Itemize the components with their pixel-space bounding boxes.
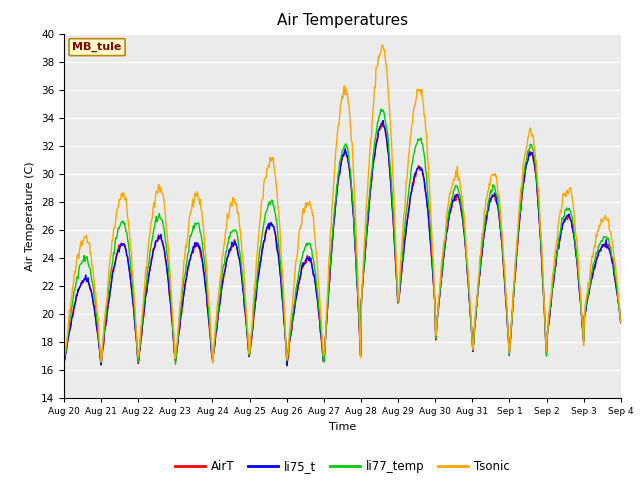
Line: li77_temp: li77_temp — [64, 109, 621, 364]
li77_temp — [412, 144, 419, 150]
li75_t — [60, 360, 68, 366]
Text: MB_tule: MB_tule — [72, 42, 122, 52]
li77_temp — [70, 288, 78, 294]
li75_t — [127, 284, 135, 290]
Tsonic — [60, 356, 68, 362]
li77_temp — [185, 250, 193, 255]
li75_t — [214, 322, 221, 327]
li77_temp — [127, 270, 135, 276]
li75_t — [380, 118, 387, 123]
Line: Tsonic: Tsonic — [64, 45, 621, 362]
Tsonic — [617, 319, 625, 324]
li77_temp — [60, 360, 68, 365]
AirT — [70, 305, 78, 311]
li75_t — [412, 171, 419, 177]
li75_t — [70, 303, 78, 309]
AirT — [380, 120, 387, 126]
AirT — [428, 256, 436, 262]
AirT — [184, 267, 192, 273]
Legend: AirT, li75_t, li77_temp, Tsonic: AirT, li75_t, li77_temp, Tsonic — [170, 456, 515, 478]
li77_temp — [428, 246, 436, 252]
li77_temp — [214, 308, 222, 313]
li75_t — [184, 264, 192, 269]
li77_temp — [172, 361, 179, 367]
AirT — [214, 319, 221, 324]
li75_t — [428, 258, 436, 264]
li75_t — [617, 320, 625, 325]
AirT — [617, 320, 625, 326]
Tsonic — [127, 248, 135, 254]
AirT — [412, 174, 419, 180]
Title: Air Temperatures: Air Temperatures — [277, 13, 408, 28]
li77_temp — [617, 318, 625, 324]
li77_temp — [377, 106, 385, 112]
X-axis label: Time: Time — [329, 422, 356, 432]
Tsonic — [428, 230, 436, 236]
AirT — [283, 362, 291, 368]
Tsonic — [378, 42, 386, 48]
Line: AirT: AirT — [64, 123, 621, 365]
AirT — [127, 285, 135, 291]
li75_t — [283, 363, 291, 369]
Line: li75_t: li75_t — [64, 120, 621, 366]
Tsonic — [70, 274, 78, 279]
Tsonic — [209, 360, 216, 365]
Tsonic — [412, 99, 419, 105]
AirT — [60, 360, 68, 365]
Tsonic — [184, 232, 192, 238]
Y-axis label: Air Temperature (C): Air Temperature (C) — [26, 161, 35, 271]
Tsonic — [214, 296, 222, 302]
